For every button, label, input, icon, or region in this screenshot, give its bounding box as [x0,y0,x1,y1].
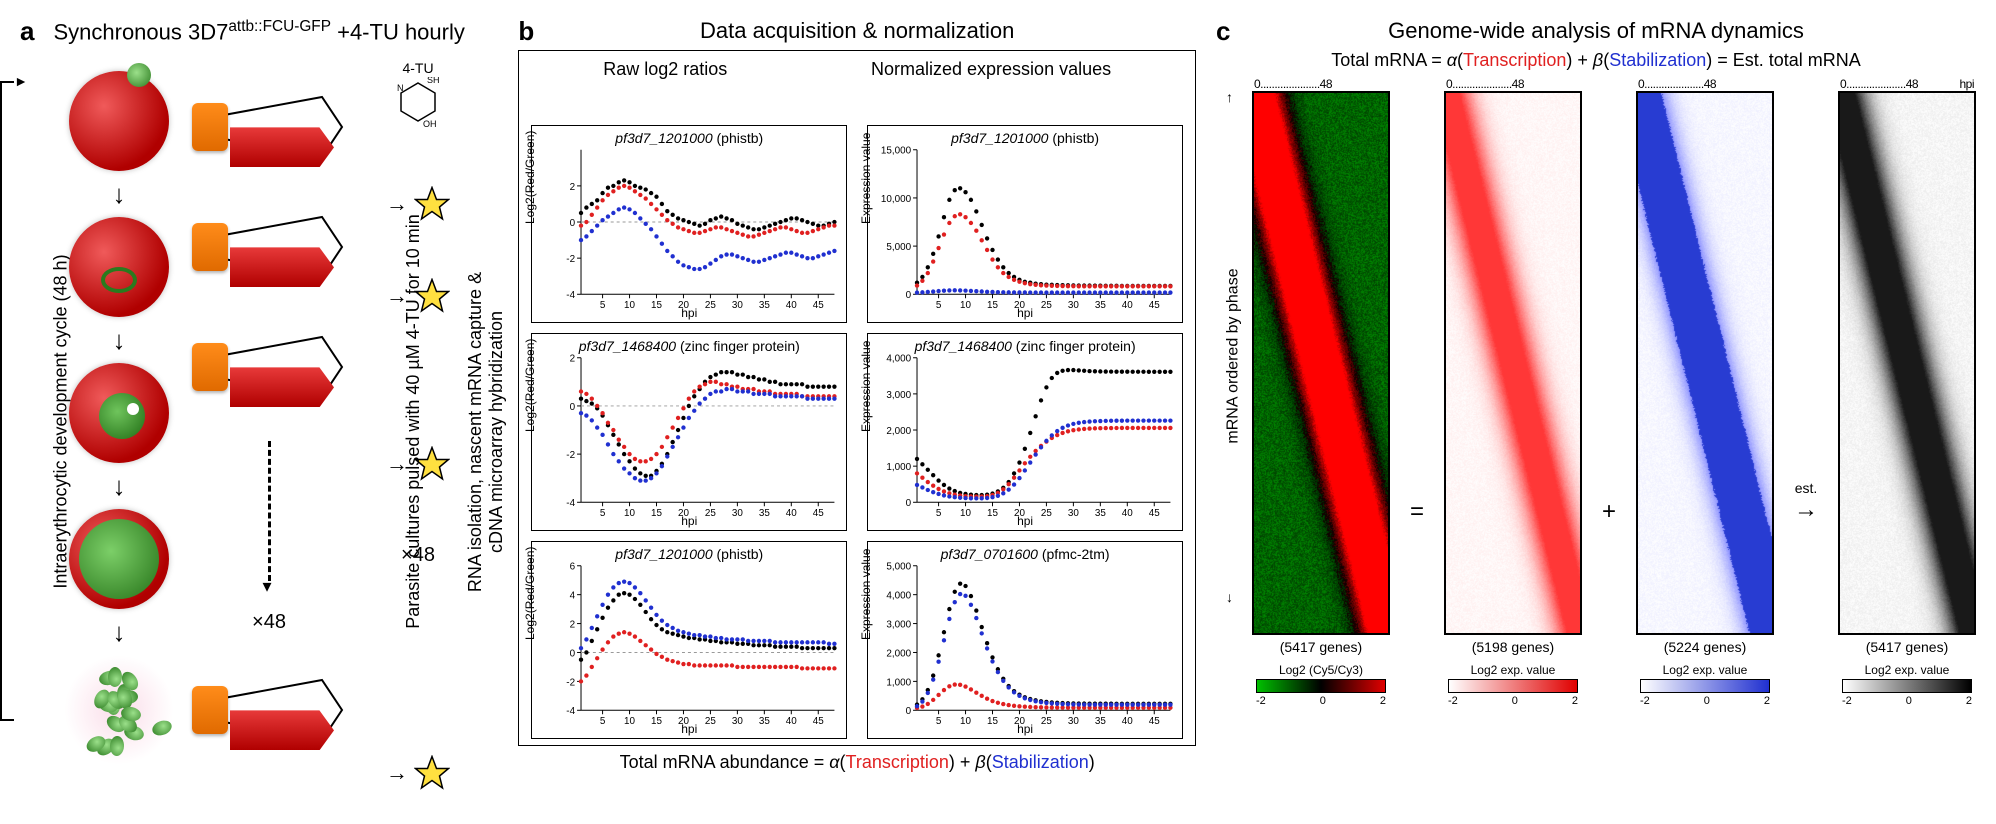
svg-text:3,000: 3,000 [887,390,912,401]
panel-b: b Data acquisition & normalization Raw l… [518,10,1196,814]
svg-text:2,000: 2,000 [887,426,912,437]
cell-stage-trophozoite [69,363,169,463]
panel-c-label: c [1216,16,1230,47]
svg-text:2: 2 [570,354,576,365]
heatmap-1: 0.....................48(5198 genes)Log2… [1444,77,1582,707]
down-arrow-icon: ↓ [113,473,126,499]
norm-header: Normalized expression values [871,59,1111,80]
panel-b-label: b [518,16,534,47]
svg-text:0: 0 [570,218,576,229]
panel-a-title: Synchronous 3D7attb::FCU-GFP +4-TU hourl… [20,18,498,45]
mini-chart: pf3d7_1201000 (phistb)Expression valuehp… [867,125,1183,323]
down-arrow-icon: ↓ [113,327,126,353]
svg-text:2: 2 [570,620,576,631]
svg-text:6: 6 [570,562,576,573]
mini-chart: pf3d7_1201000 (phistb)Log2(Red/Green)hpi… [531,541,847,739]
svg-text:SH: SH [427,77,440,85]
raw-header: Raw log2 ratios [603,59,727,80]
panel-a-label: a [20,16,34,47]
cell-stage-schizont [69,509,169,609]
svg-text:0: 0 [570,402,576,413]
panel-c: c Genome-wide analysis of mRNA dynamics … [1216,10,1976,814]
svg-text:0: 0 [906,290,912,301]
cell-stage-merozoites [64,655,174,765]
mini-chart: pf3d7_1468400 (zinc finger protein)Expre… [867,333,1183,531]
x48-label: ×48 [252,611,286,634]
svg-text:OH: OH [423,119,437,127]
right-arrow-icon: → [386,760,408,786]
svg-text:4,000: 4,000 [887,591,912,602]
chart-grid: pf3d7_1201000 (phistb)Log2(Red/Green)hpi… [531,125,1183,739]
heatmap-3: 0.....................48hpi(5417 genes)L… [1838,77,1976,707]
panel-b-title: Data acquisition & normalization [518,18,1196,44]
svg-text:-2: -2 [567,677,576,688]
cell-lifecycle-column: ↓ ↓ ↓ ↓ [54,51,184,791]
svg-text:4: 4 [570,591,576,602]
svg-text:2,000: 2,000 [887,648,912,659]
panel-c-title: Genome-wide analysis of mRNA dynamics [1216,18,1976,44]
svg-text:-4: -4 [567,706,576,717]
svg-text:4,000: 4,000 [887,354,912,365]
svg-text:1,000: 1,000 [887,677,912,688]
svg-text:-2: -2 [567,254,576,265]
culture-flask [194,660,344,760]
svg-text:15,000: 15,000 [881,146,912,157]
left-axis-label: Intraerythrocytic development cycle (48 … [51,255,72,589]
heatmap-2: 0.....................48(5224 genes)Log2… [1636,77,1774,707]
culture-flask [194,77,344,177]
svg-text:3,000: 3,000 [887,620,912,631]
culture-flask [194,197,344,297]
svg-text:-4: -4 [567,290,576,301]
right-axis-label: RNA isolation, nascent mRNA capture &cDN… [465,272,507,592]
svg-text:0: 0 [906,706,912,717]
svg-text:-4: -4 [567,498,576,509]
svg-text:0: 0 [570,648,576,659]
svg-text:1,000: 1,000 [887,462,912,473]
tu-label: 4-TU SH N OH [378,61,458,130]
heatmap-row: ↑mRNA ordered by phase↓0................… [1216,77,1976,707]
tu-structure-icon: SH N OH [395,77,441,127]
svg-text:5,000: 5,000 [887,562,912,573]
mini-chart: pf3d7_0701600 (pfmc-2tm)Expression value… [867,541,1183,739]
cell-stage-ring [69,217,169,317]
down-arrow-icon: ↓ [113,619,126,645]
right-arrow-icon: → [386,191,408,217]
mid-axis-label: Parasite cultures pulsed with 40 µM 4-TU… [403,215,424,630]
svg-text:2: 2 [570,182,576,193]
heatmap-0: 0.....................48(5417 genes)Log2… [1252,77,1390,707]
panel-c-subtitle: Total mRNA = α(Transcription) + β(Stabil… [1216,50,1976,71]
svg-text:-2: -2 [567,450,576,461]
dashed-continuation [268,441,271,581]
cycle-bracket [0,81,14,721]
equation-abundance: Total mRNA abundance = α(Transcription) … [518,752,1196,773]
svg-text:5,000: 5,000 [887,242,912,253]
panel-a: a Synchronous 3D7attb::FCU-GFP +4-TU hou… [20,10,498,814]
cell-stage-ring-early [69,71,169,171]
timepoint-star: → [386,755,450,791]
flask-column: ×48 [184,51,354,791]
svg-text:0: 0 [906,498,912,509]
mini-chart: pf3d7_1201000 (phistb)Log2(Red/Green)hpi… [531,125,847,323]
svg-text:10,000: 10,000 [881,194,912,205]
svg-text:N: N [397,83,404,93]
down-arrow-icon: ↓ [113,181,126,207]
culture-flask [194,317,344,417]
star-icon [414,755,450,791]
mini-chart: pf3d7_1468400 (zinc finger protein)Log2(… [531,333,847,531]
